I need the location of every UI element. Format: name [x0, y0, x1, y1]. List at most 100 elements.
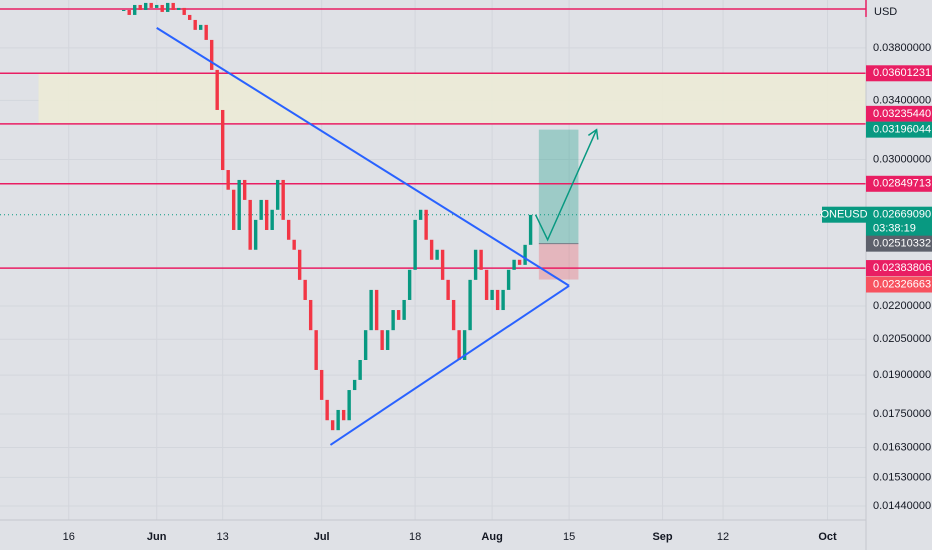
candle [292, 239, 296, 250]
candle [314, 330, 318, 370]
candle [176, 7, 181, 10]
candle [517, 259, 522, 265]
candle [133, 4, 137, 15]
candle [308, 299, 313, 331]
candle [319, 369, 324, 400]
candle [451, 299, 456, 331]
price-label: 0.02669090 [873, 209, 931, 221]
candle [473, 249, 478, 280]
candle [413, 219, 417, 270]
price-label: 0.03601231 [873, 67, 931, 79]
y-tick-label: 0.03400000 [873, 94, 931, 106]
candle [446, 279, 450, 300]
position-target [538, 129, 579, 244]
y-tick-label: 0.02200000 [873, 300, 931, 312]
price-label-box [866, 206, 932, 237]
candle [374, 289, 379, 331]
price-label: 0.02383806 [873, 262, 931, 274]
candle [138, 4, 142, 10]
candle [286, 219, 291, 240]
candle [275, 179, 280, 210]
candle [501, 289, 505, 311]
y-tick-label: 0.02050000 [873, 333, 931, 345]
x-tick-label: 12 [717, 531, 729, 543]
candle [407, 269, 412, 300]
candle [418, 209, 423, 220]
x-tick-label: Jun [147, 531, 167, 543]
candle [270, 209, 274, 230]
candle [248, 199, 252, 250]
candle [204, 24, 208, 40]
price-label-box [866, 65, 932, 82]
candle [347, 390, 351, 421]
countdown: 03:38:19 [873, 223, 916, 235]
candle [209, 39, 214, 70]
candle [259, 199, 263, 220]
candle [440, 249, 445, 280]
candle [385, 330, 390, 350]
projection-head [587, 128, 599, 140]
candle [237, 179, 241, 230]
candle [330, 420, 335, 431]
candle [226, 170, 230, 190]
symbol-label: ONEUSD [820, 209, 867, 221]
candle [231, 189, 236, 230]
candle [424, 209, 428, 240]
price-label-box [866, 105, 932, 122]
trend-line [329, 284, 570, 446]
candle [155, 4, 159, 8]
candle [149, 2, 153, 8]
price-label-box [866, 260, 932, 277]
candle [341, 409, 346, 421]
price-label-box [866, 235, 932, 252]
candle [171, 2, 175, 10]
candle [122, 9, 126, 11]
candle [303, 279, 307, 300]
candle [402, 299, 406, 320]
candle [495, 289, 500, 311]
candle [264, 199, 269, 230]
candle [193, 19, 197, 30]
candle [369, 289, 373, 331]
x-tick-label: 15 [563, 531, 575, 543]
position-stop [538, 243, 579, 280]
candle [435, 249, 439, 260]
candle [187, 14, 192, 20]
candle [297, 249, 302, 280]
y-tick-label: 0.01900000 [873, 369, 931, 381]
zone [38, 73, 866, 124]
price-label: 0.03196044 [873, 124, 931, 136]
price-label: 0.03235440 [873, 108, 931, 120]
price-label: 0.02326663 [873, 278, 931, 290]
candle [352, 379, 357, 391]
candle [523, 244, 527, 265]
candle [336, 409, 340, 431]
y-tick-label: 0.01530000 [873, 471, 931, 483]
candle [528, 214, 533, 245]
candle [281, 179, 285, 220]
candle [242, 179, 247, 200]
y-tick-label: 0.03800000 [873, 42, 931, 54]
price-label: 0.02849713 [873, 178, 931, 190]
x-tick-label: Sep [652, 531, 672, 543]
candle [457, 330, 461, 360]
x-tick-label: 13 [217, 531, 229, 543]
candle [182, 7, 186, 15]
candle [462, 330, 467, 360]
price-label: 0.02510332 [873, 238, 931, 250]
y-tick-label: 0.01440000 [873, 500, 931, 512]
plot-area [0, 0, 866, 520]
trend-line [156, 27, 570, 287]
candle [363, 330, 368, 360]
candle [484, 269, 489, 300]
candle [127, 9, 131, 15]
candle [396, 310, 401, 320]
candle [380, 330, 384, 350]
price-label-box [866, 276, 932, 293]
candle [166, 2, 170, 12]
x-tick-label: Aug [481, 531, 502, 543]
x-tick-label: 16 [63, 531, 75, 543]
symbol-box [822, 206, 866, 223]
